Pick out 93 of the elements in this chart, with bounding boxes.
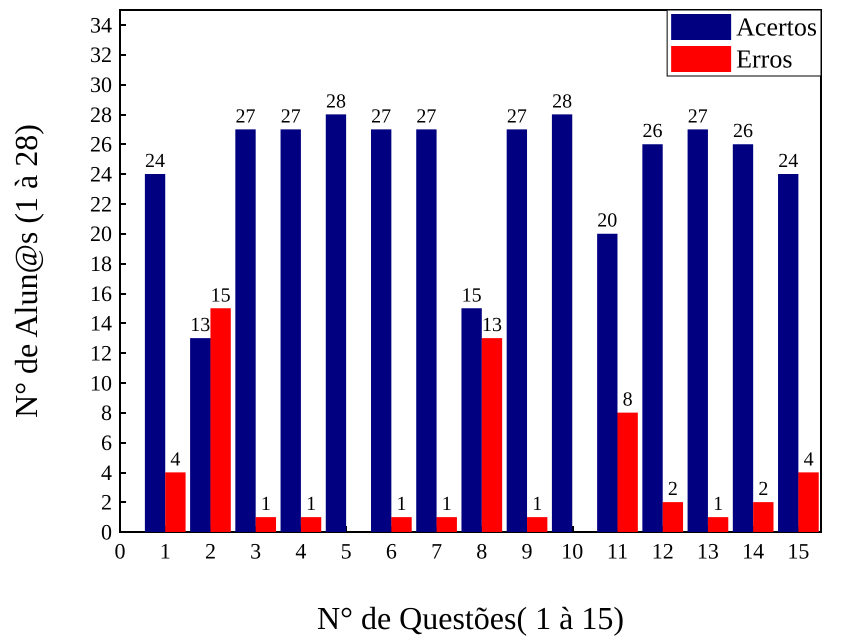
- y-tick-label: 0: [101, 520, 112, 544]
- legend-label: Erros: [736, 44, 792, 74]
- x-tick-label: 3: [250, 538, 262, 564]
- y-tick-label: 30: [90, 72, 112, 98]
- bar: [144, 174, 166, 532]
- data-label: 28: [326, 90, 346, 112]
- x-tick-label: 7: [431, 538, 442, 564]
- data-label: 27: [416, 105, 436, 128]
- data-label: 13: [190, 314, 210, 336]
- data-label: 15: [210, 284, 231, 306]
- y-tick-label: 20: [90, 221, 112, 246]
- bar: [597, 234, 618, 532]
- y-tick-label: 28: [90, 102, 112, 127]
- data-label: 26: [642, 120, 663, 142]
- data-label: 1: [306, 493, 316, 516]
- x-tick-label: 15: [787, 538, 810, 564]
- data-label: 24: [145, 150, 166, 172]
- x-tick-label: 2: [204, 538, 216, 564]
- data-label: 8: [622, 388, 633, 411]
- bar: [416, 129, 437, 532]
- x-tick-label: 14: [742, 538, 764, 564]
- data-label: 2: [758, 478, 768, 500]
- y-tick-label: 14: [90, 310, 112, 336]
- x-tick-label: 1: [160, 538, 171, 564]
- bar: [688, 129, 708, 532]
- y-tick-label: 6: [101, 430, 112, 456]
- bar: [527, 517, 548, 532]
- data-label: 1: [260, 493, 271, 516]
- data-label: 15: [462, 284, 482, 306]
- bar: [732, 144, 754, 532]
- y-tick-label: 2: [101, 490, 112, 515]
- data-label: 4: [804, 448, 814, 470]
- legend-label: Acertos: [736, 12, 818, 42]
- y-tick-label: 8: [101, 400, 112, 426]
- x-tick-label: 10: [561, 538, 584, 564]
- x-tick-label: 5: [340, 538, 352, 564]
- bar: [642, 144, 663, 532]
- bar: [326, 114, 346, 532]
- data-label: 24: [778, 150, 798, 172]
- y-tick-label: 18: [90, 251, 112, 276]
- data-label: 27: [506, 105, 527, 128]
- bar: [506, 129, 528, 532]
- data-label: 1: [713, 493, 724, 516]
- data-label: 20: [597, 210, 618, 232]
- data-label: 1: [442, 493, 452, 516]
- y-tick-label: 22: [90, 191, 112, 216]
- data-label: 27: [688, 105, 708, 128]
- data-label: 13: [482, 314, 502, 336]
- x-axis-title: N° de Questões( 1 à 15): [317, 600, 624, 636]
- x-tick-label: 8: [476, 538, 488, 564]
- data-label: 1: [532, 493, 542, 516]
- data-label: 28: [552, 90, 572, 112]
- bar: [256, 517, 276, 532]
- y-tick-label: 34: [90, 12, 112, 38]
- bar: [798, 472, 819, 532]
- bar: [708, 517, 728, 532]
- data-label: 26: [732, 120, 753, 142]
- y-tick-label: 4: [101, 460, 112, 485]
- y-tick-label: 12: [90, 340, 112, 366]
- y-tick-label: 10: [90, 370, 112, 396]
- bar: [662, 502, 684, 532]
- y-tick-label: 16: [90, 280, 112, 306]
- data-label: 27: [236, 105, 256, 128]
- x-tick-label: 12: [652, 538, 674, 564]
- y-tick-label: 32: [90, 42, 112, 68]
- y-axis-title: N° de Alun@s (1 à 28): [8, 124, 44, 418]
- data-label: 27: [371, 105, 392, 128]
- bar: [753, 502, 774, 532]
- bar: [210, 308, 231, 532]
- bar: [371, 129, 392, 532]
- data-label: 2: [668, 478, 678, 500]
- x-tick-label: 6: [386, 538, 397, 564]
- data-label: 4: [170, 448, 180, 470]
- x-tick-label: 13: [696, 538, 719, 564]
- bar: [552, 114, 572, 532]
- x-tick-label: 4: [295, 538, 306, 564]
- data-label: 27: [280, 105, 301, 128]
- y-tick-label: 26: [90, 132, 112, 157]
- bar: [617, 412, 638, 532]
- bar: [165, 472, 186, 532]
- bar: [235, 129, 256, 532]
- bar: [391, 517, 412, 532]
- bar: [778, 174, 798, 532]
- bar: [461, 308, 482, 532]
- y-tick-label: 24: [90, 162, 112, 187]
- data-label: 1: [396, 493, 407, 516]
- x-tick-label: 11: [606, 538, 628, 564]
- bar: [280, 129, 301, 532]
- bar: [300, 517, 322, 532]
- x-tick-label: 9: [522, 538, 533, 564]
- bar: [482, 338, 502, 532]
- bar: [190, 338, 210, 532]
- bar: [436, 517, 457, 532]
